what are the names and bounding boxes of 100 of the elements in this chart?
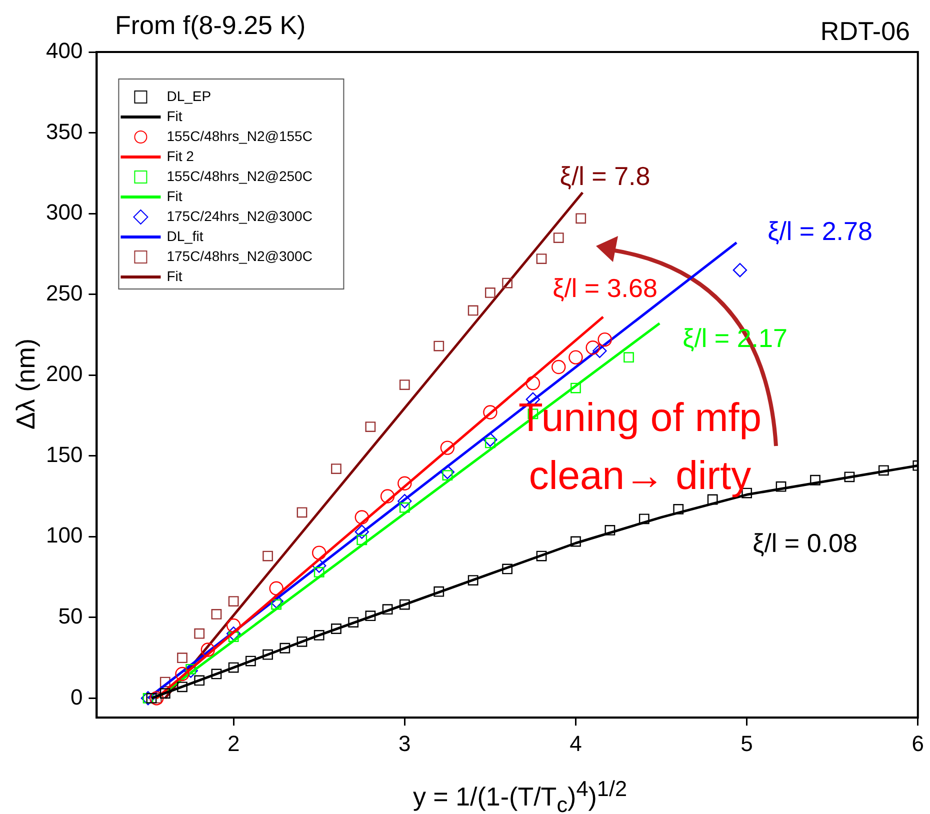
point [502, 278, 512, 288]
point [280, 642, 290, 654]
point [598, 332, 612, 347]
point [552, 360, 566, 374]
point [175, 666, 190, 682]
point [592, 344, 607, 358]
point [312, 546, 326, 560]
point [354, 524, 369, 539]
point [228, 596, 239, 606]
point [200, 642, 216, 657]
annotation: ξ/l = 0.08 [752, 528, 858, 558]
point [638, 514, 650, 524]
legend-label: 175C/24hrs_N2@300C [166, 208, 312, 224]
legend-label: DL_EP [166, 88, 212, 104]
point [382, 604, 393, 615]
point [526, 376, 540, 390]
x-tick-label: 6 [912, 730, 924, 756]
point [878, 465, 889, 476]
point [211, 609, 222, 620]
point [226, 626, 241, 641]
point [262, 649, 273, 660]
point [810, 474, 820, 486]
annotation: ξ/l = 7.8 [560, 161, 650, 192]
point [269, 581, 284, 596]
point [160, 688, 170, 699]
point [502, 564, 512, 574]
point [468, 575, 478, 586]
point [314, 567, 324, 578]
x-tick-label: 4 [570, 730, 582, 756]
point [226, 618, 241, 633]
point [673, 504, 684, 514]
point [365, 610, 376, 622]
y-axis-title: Δλ (nm) [10, 338, 42, 430]
point [483, 405, 498, 420]
point [245, 656, 256, 666]
y-tick-label: 350 [46, 118, 83, 144]
point [570, 536, 581, 547]
point [624, 352, 634, 363]
point [536, 550, 547, 562]
legend-label: Fit [166, 268, 182, 284]
point [398, 494, 412, 508]
y-tick-label: 400 [46, 38, 83, 64]
point [440, 464, 455, 480]
point [262, 550, 273, 562]
point [399, 502, 410, 513]
point [484, 288, 496, 298]
point [732, 262, 748, 278]
point [536, 254, 547, 264]
y-tick-label: 0 [70, 684, 83, 710]
point [194, 675, 205, 686]
point [468, 305, 478, 316]
chart-title: From f(8-9.25 K) [115, 10, 306, 41]
point [440, 440, 455, 455]
legend-label: Fit [166, 108, 182, 124]
point [177, 652, 188, 664]
point [348, 617, 359, 628]
y-tick-label: 250 [46, 280, 83, 306]
point [399, 599, 410, 610]
point [398, 476, 412, 490]
point [160, 676, 170, 688]
x-tick-label: 5 [740, 730, 753, 756]
point [354, 510, 369, 524]
y-tick-label: 300 [46, 200, 83, 225]
point [434, 586, 444, 597]
point [380, 489, 395, 504]
legend-label: 175C/48hrs_N2@300C [166, 248, 312, 264]
point [296, 636, 308, 647]
point [570, 382, 581, 394]
legend-label: 155C/48hrs_N2@155C [166, 128, 312, 144]
point [228, 662, 239, 673]
point [331, 624, 342, 634]
y-tick-label: 200 [46, 361, 83, 386]
point [844, 472, 855, 482]
point [586, 340, 600, 355]
point [314, 630, 324, 640]
point [177, 682, 188, 692]
point [553, 232, 564, 243]
point [776, 481, 786, 492]
y-tick-label: 100 [46, 522, 83, 548]
point [211, 668, 222, 680]
annotation: ξ/l = 3.68 [552, 273, 658, 304]
x-axis-title: y = 1/(1-(T/T$_{c}$)$^{4}$)$^{1/2}$ [412, 776, 628, 814]
point [434, 340, 444, 352]
legend-label: 155C/48hrs_N2@250C [166, 168, 312, 184]
y-tick-label: 150 [46, 442, 83, 467]
point [365, 422, 376, 432]
point [194, 628, 205, 639]
chart-subtitle: RDT-06 [820, 16, 910, 47]
point [399, 380, 410, 390]
legend-label: DL_fit [166, 228, 204, 244]
point [604, 525, 616, 536]
point [576, 213, 586, 224]
x-tick-label: 3 [398, 730, 411, 756]
legend-label: Fit 2 [166, 148, 194, 164]
y-tick-label: 50 [58, 604, 83, 628]
annotation: ξ/l = 2.78 [768, 216, 872, 246]
annotation: clean→ dirty [528, 454, 752, 498]
point [568, 350, 583, 364]
legend-label: Fit [166, 188, 182, 204]
point [331, 464, 342, 474]
